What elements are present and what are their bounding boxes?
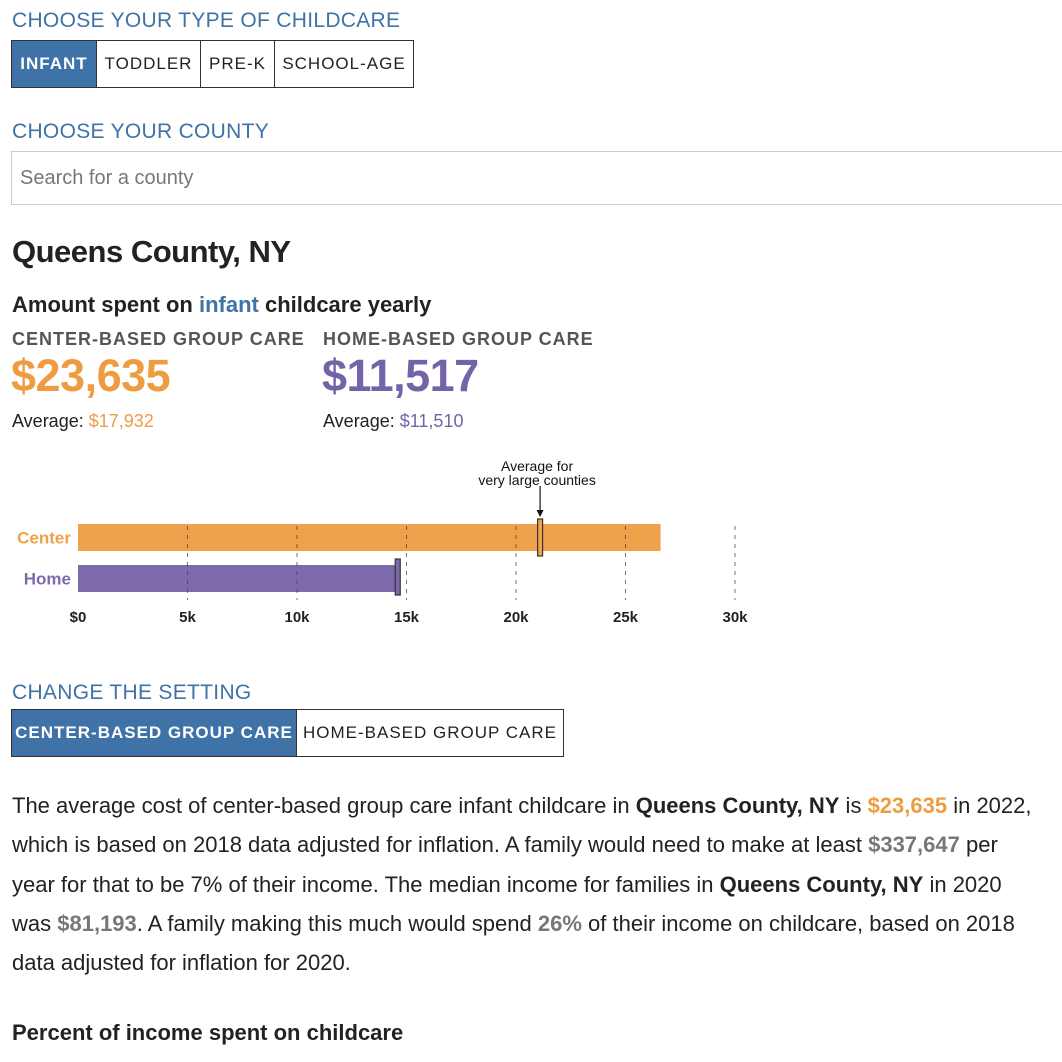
- para-county-2: Queens County, NY: [719, 871, 924, 897]
- para-county: Queens County, NY: [635, 793, 840, 818]
- chart-subtitle: Amount spent on infant childcare yearly: [12, 292, 431, 318]
- type-option-school-age[interactable]: SCHOOL-AGE: [275, 41, 413, 87]
- county-section-label: CHOOSE YOUR COUNTY: [12, 120, 270, 143]
- para-text-2: is: [839, 793, 868, 818]
- center-average-value: $17,932: [88, 411, 154, 431]
- para-text-7: of their income on childcare, based on 2…: [12, 910, 1015, 976]
- para-text-4: per year for that to be 7% of their inco…: [12, 832, 998, 897]
- center-stat-label: CENTER-BASED GROUP CARE: [12, 329, 305, 349]
- home-stat-value: $11,517: [322, 350, 479, 401]
- bar-label-center: Center: [17, 529, 71, 548]
- center-stat-value: $23,635: [11, 350, 171, 401]
- average-marker-home: [394, 558, 401, 596]
- para-text-6: . A family making this much would spend: [136, 910, 538, 936]
- x-tick-label-30k: 30k: [722, 609, 748, 626]
- type-option-infant[interactable]: INFANT: [12, 41, 97, 87]
- para-cost: $23,635: [867, 793, 948, 818]
- type-option-toddler[interactable]: TODDLER: [97, 41, 201, 87]
- para-text-5: in 2020 was: [12, 871, 1002, 936]
- center-average: Average: $17,932: [12, 411, 154, 432]
- setting-section-label: CHANGE THE SETTING: [12, 681, 252, 704]
- para-needed-income: $337,647: [868, 832, 960, 858]
- setting-option-center[interactable]: CENTER-BASED GROUP CARE: [12, 710, 297, 756]
- home-average-value: $11,510: [399, 411, 464, 431]
- x-tick-label-5k: 5k: [179, 609, 196, 626]
- subtitle-prefix: Amount spent on: [12, 292, 199, 317]
- annotation-line-2: very large counties: [478, 472, 596, 488]
- annotation-arrow-head: [536, 510, 544, 517]
- center-average-label: Average:: [12, 411, 89, 431]
- x-tick-label-$0: $0: [70, 609, 87, 626]
- average-marker-center: [536, 518, 544, 557]
- bar-label-home: Home: [24, 570, 71, 589]
- county-search-input[interactable]: [11, 151, 1062, 205]
- para-median-income: $81,193: [57, 910, 137, 936]
- bar-center: [78, 524, 661, 551]
- cost-bar-chart: Center Home $0 5k 10k 15k 20k 25k 30k Average for…: [17, 458, 748, 626]
- childcare-type-selector: INFANT TODDLER PRE-K SCHOOL-AGE: [11, 40, 414, 88]
- para-text-1: The average cost of center-based group c…: [12, 793, 636, 818]
- setting-selector: CENTER-BASED GROUP CARE HOME-BASED GROUP…: [11, 709, 564, 757]
- percent-income-title: Percent of income spent on childcare: [12, 1020, 404, 1045]
- subtitle-childcare-type: infant: [198, 292, 259, 317]
- x-tick-label-15k: 15k: [394, 609, 420, 626]
- home-stat-label: HOME-BASED GROUP CARE: [323, 329, 594, 349]
- annotation-line-1: Average for: [501, 458, 573, 474]
- x-tick-label-25k: 25k: [613, 609, 639, 626]
- para-text-3: in 2022, which is based on 2018 data adj…: [12, 793, 1032, 858]
- home-average: Average: $11,510: [323, 411, 463, 432]
- type-option-pre-k[interactable]: PRE-K: [201, 41, 275, 87]
- x-tick-label-20k: 20k: [503, 609, 529, 626]
- subtitle-suffix: childcare yearly: [258, 292, 432, 317]
- county-title: Queens County, NY: [12, 234, 291, 269]
- type-section-label: CHOOSE YOUR TYPE OF CHILDCARE: [12, 9, 401, 32]
- setting-option-home[interactable]: HOME-BASED GROUP CARE: [297, 710, 563, 756]
- para-percent: 26%: [537, 910, 582, 936]
- x-tick-label-10k: 10k: [284, 609, 310, 626]
- bar-home: [78, 565, 400, 592]
- home-average-label: Average:: [323, 411, 400, 431]
- summary-paragraph: The average cost of center-based group c…: [12, 786, 1042, 982]
